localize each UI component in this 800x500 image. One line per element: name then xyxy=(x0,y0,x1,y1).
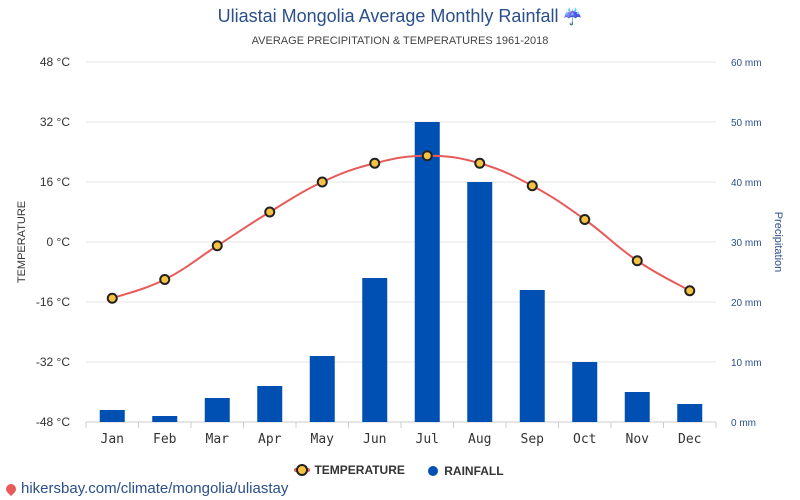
rainfall-bar xyxy=(677,404,703,422)
legend-label-rainfall: RAINFALL xyxy=(444,464,504,478)
temperature-point xyxy=(106,292,118,304)
x-tick-label: Jan xyxy=(101,432,124,447)
rainfall-bar xyxy=(624,392,650,422)
temperature-point xyxy=(316,176,328,188)
x-tick-label: Jul xyxy=(416,432,439,447)
y-left-tick-label: 16 °C xyxy=(40,175,70,189)
umbrella-icon: ☔ xyxy=(562,9,583,26)
x-tick-label: Apr xyxy=(258,432,282,447)
x-tick-label: Aug xyxy=(468,432,491,447)
x-tick-label: Feb xyxy=(153,432,177,447)
x-tick-label: Oct xyxy=(573,432,596,447)
chart-title: Uliastai Mongolia Average Monthly Rainfa… xyxy=(0,6,800,27)
temperature-point xyxy=(631,255,643,267)
legend-item-rainfall[interactable]: RAINFALL xyxy=(428,464,504,478)
y-right-tick-label: 20 mm xyxy=(731,298,762,309)
temperature-point xyxy=(211,240,223,252)
y-left-tick-label: -32 °C xyxy=(36,355,70,369)
rainfall-bar xyxy=(99,410,125,422)
y-left-tick-label: 32 °C xyxy=(40,115,70,129)
x-tick-label: Nov xyxy=(626,432,650,447)
x-tick-label: Jun xyxy=(363,432,386,447)
temperature-point xyxy=(264,206,276,218)
rainfall-bar xyxy=(414,122,440,422)
y-right-tick-label: 50 mm xyxy=(731,118,762,129)
rainfall-bar xyxy=(572,362,598,422)
rainfall-marker-icon xyxy=(428,466,439,476)
rainfall-bar xyxy=(204,398,230,422)
temperature-point xyxy=(526,180,538,192)
rainfall-bar xyxy=(309,356,335,422)
x-tick-label: May xyxy=(311,432,335,447)
y-left-tick-label: 0 °C xyxy=(47,235,71,249)
temperature-marker-icon xyxy=(296,464,309,476)
rainfall-bar xyxy=(519,290,545,422)
source-link[interactable]: hikersbay.com/climate/mongolia/uliastay xyxy=(3,480,289,497)
x-tick-label: Dec xyxy=(678,432,701,447)
y-left-tick-label: 48 °C xyxy=(40,55,70,69)
chart-title-text: Uliastai Mongolia Average Monthly Rainfa… xyxy=(217,6,559,26)
source-link-text: hikersbay.com/climate/mongolia/uliastay xyxy=(21,480,289,497)
y-left-tick-label: -48 °C xyxy=(36,415,70,429)
legend-item-temperature[interactable]: TEMPERATURE xyxy=(296,463,405,477)
chart-legend: TEMPERATURE RAINFALL xyxy=(0,463,800,479)
rainfall-bar xyxy=(152,416,178,422)
y-right-tick-label: 10 mm xyxy=(731,358,762,369)
rainfall-bar xyxy=(467,182,493,422)
temperature-point xyxy=(159,274,171,285)
temperature-point xyxy=(421,150,433,162)
x-tick-label: Mar xyxy=(206,432,230,447)
y-right-tick-label: 60 mm xyxy=(731,58,762,69)
rainfall-bar xyxy=(362,278,388,422)
temperature-line xyxy=(111,154,691,300)
y-left-axis-title: TEMPERATURE xyxy=(16,201,28,283)
chart-subtitle: AVERAGE PRECIPITATION & TEMPERATURES 196… xyxy=(251,35,549,47)
y-right-tick-label: 0 mm xyxy=(731,418,756,429)
rainfall-bar xyxy=(257,386,283,422)
temperature-point xyxy=(579,214,591,225)
x-tick-label: Sep xyxy=(521,432,545,447)
y-left-tick-label: -16 °C xyxy=(36,295,70,309)
y-right-tick-label: 40 mm xyxy=(731,178,762,189)
temperature-point xyxy=(474,157,486,169)
y-right-axis-title: Precipitation xyxy=(772,212,784,273)
temperature-point xyxy=(369,157,381,169)
legend-label-temperature: TEMPERATURE xyxy=(314,463,405,477)
location-pin-icon xyxy=(3,481,19,496)
temperature-point xyxy=(684,285,696,297)
y-right-tick-label: 30 mm xyxy=(731,238,762,249)
